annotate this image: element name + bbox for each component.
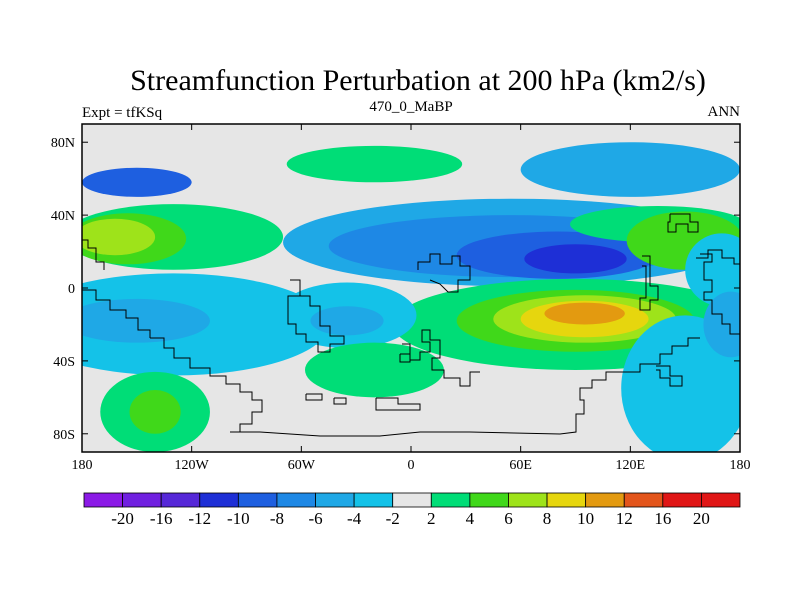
y-tick-label: 40S: [53, 355, 75, 370]
x-tick-label: 0: [408, 458, 415, 473]
x-tick-label: 120W: [175, 458, 210, 473]
contour-region-10: [524, 244, 627, 274]
center-string: 470_0_MaBP: [369, 99, 452, 115]
colorbar-box-14: [585, 492, 625, 508]
colorbar-label: 10: [577, 509, 594, 528]
coastline-australia-north: [700, 253, 740, 335]
coastline-australia-east: [696, 249, 740, 265]
coastline-new-zealand: [656, 365, 683, 387]
colorbar-box-5: [237, 492, 278, 508]
colorbar-label: 20: [693, 509, 710, 528]
colorbar-box-6: [276, 492, 316, 508]
x-tick-label: 60E: [509, 458, 532, 473]
y-tick-label: 40N: [51, 209, 75, 224]
colorbar-box-11: [469, 492, 509, 508]
colorbar-label: -20: [111, 509, 134, 528]
contour-region-1: [82, 167, 192, 197]
colorbar-label: -6: [308, 509, 322, 528]
colorbar-box-9: [392, 492, 432, 508]
colorbar-box-16: [662, 492, 702, 508]
contour-region-21: [310, 306, 384, 336]
colorbar-label: 8: [543, 509, 552, 528]
coastline-island-3: [375, 397, 421, 411]
contour-region-3: [520, 142, 740, 197]
colorbar-label: -10: [227, 509, 250, 528]
coastline-africa-west: [402, 329, 480, 387]
colorbar-label: 4: [466, 509, 475, 528]
coastline-madagascar: [399, 353, 411, 363]
x-tick-label: 120E: [616, 458, 646, 473]
colorbar-box-3: [160, 492, 201, 508]
colorbar-label: 16: [654, 509, 671, 528]
coastlines: [82, 213, 740, 437]
contour-region-25: [621, 315, 740, 452]
colorbar-box-1: [83, 492, 123, 508]
coastline-island-1: [305, 393, 323, 401]
colorbar-box-4: [199, 492, 239, 508]
coastline-south-america-east: [287, 279, 345, 353]
coastline-andes: [150, 337, 263, 433]
colorbar-label: -8: [270, 509, 284, 528]
map-axes: 180 120W 60W 0 60E 120E 180 80N 40N 0 40S 80S: [51, 124, 751, 473]
x-tick-label: 180: [730, 458, 751, 473]
colorbar-label: 6: [504, 509, 513, 528]
contour-region-22: [304, 342, 444, 398]
coastline-asia-east: [639, 255, 659, 311]
right-string: ANN: [708, 104, 741, 120]
y-tick-label: 80N: [51, 136, 75, 151]
colorbar-box-15: [623, 492, 664, 508]
x-tick-label: 180: [72, 458, 93, 473]
colorbar: -20 -16 -12 -10 -8 -6 -4 -2 2 4 6 8 10 12 16 20: [83, 492, 741, 528]
colorbar-box-12: [508, 492, 548, 508]
coastline-mexico: [82, 289, 151, 338]
colorbar-label: -4: [347, 509, 362, 528]
contour-region-24: [129, 390, 181, 434]
colorbar-label: 2: [427, 509, 436, 528]
colorbar-label: 12: [616, 509, 633, 528]
colorbar-box-7: [315, 492, 355, 508]
y-tick-label: 80S: [53, 428, 75, 443]
contour-region-26: [685, 233, 740, 307]
coastline-japan: [667, 213, 699, 233]
colorbar-label: -16: [150, 509, 173, 528]
y-tick-label: 0: [68, 282, 75, 297]
colorbar-box-17: [701, 492, 741, 508]
contour-region-2: [286, 145, 463, 183]
coastline-north-america: [82, 239, 105, 270]
plot-title: Streamfunction Perturbation at 200 hPa (…: [130, 64, 706, 97]
colorbar-box-8: [353, 492, 394, 508]
contour-region-17: [544, 302, 625, 325]
x-tick-label: 60W: [288, 458, 316, 473]
left-string: Expt = tfKSq: [82, 105, 163, 121]
colorbar-box-10: [430, 492, 471, 508]
coastline-eurasia: [417, 253, 471, 293]
colorbar-box-2: [122, 492, 162, 508]
contour-region-6: [82, 218, 156, 256]
colorbar-box-13: [546, 492, 587, 508]
coastline-antarctica: [230, 337, 700, 437]
colorbar-label: -12: [188, 509, 211, 528]
colorbar-label: -2: [386, 509, 400, 528]
contour-region-19: [82, 298, 210, 343]
coastline-island-2: [333, 397, 347, 405]
